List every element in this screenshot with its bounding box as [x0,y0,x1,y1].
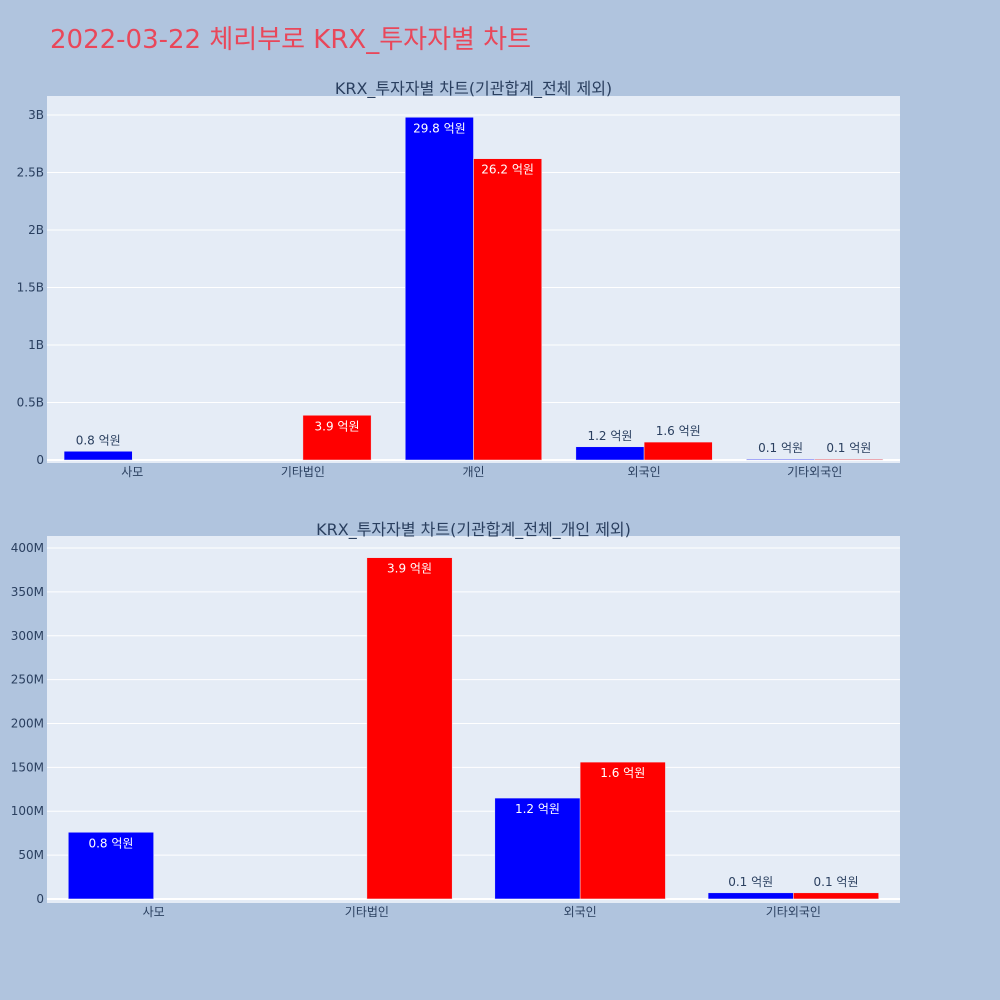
chart1-bar-series2-cat2 [302,415,372,461]
chart1-data-label: 0.1 억원 [826,441,871,455]
chart1-data-label: 1.2 억원 [587,429,632,443]
chart2-bar-series2-cat2 [366,557,453,900]
chart1-y-tick-label: 2.5B [17,165,44,179]
chart1-data-label: 29.8 억원 [413,121,466,135]
chart1-bar-series2-cat5 [814,458,884,461]
chart1-y-tick-label: 0.5B [17,396,44,410]
chart1-data-label: 26.2 억원 [481,163,534,177]
chart2-data-label: 3.9 억원 [387,562,432,576]
chart1-y-tick-label: 0 [36,453,44,467]
chart1-x-tick-label: 기타외국인 [787,465,842,479]
chart2-data-label: 1.6 억원 [600,766,645,780]
chart1-x-tick-label: 기타법인 [281,465,325,479]
chart2-x-tick-label: 사모 [143,905,165,919]
chart1-bar-series1-cat4 [575,446,645,461]
chart2-plot-area [47,536,900,903]
chart2-data-label: 0.8 억원 [88,836,133,850]
chart2-y-tick-label: 150M [11,760,44,774]
chart2-bar-series1-cat4 [707,892,794,900]
chart2-y-tick-label: 400M [11,541,44,555]
chart2-y-tick-label: 0 [36,892,44,906]
chart1-x-tick-label: 개인 [462,465,484,479]
chart1-bar-series2-cat3 [473,158,542,461]
chart1-bar-series1-cat3 [405,117,474,461]
chart1-data-label: 3.9 억원 [315,419,360,433]
chart2-y-tick-label: 300M [11,629,44,643]
chart2-x-tick-label: 기타법인 [345,905,389,919]
chart2-y-tick-label: 200M [11,716,44,730]
chart2-y-tick-label: 100M [11,804,44,818]
chart2-x-tick-label: 기타외국인 [766,905,821,919]
chart1-title: KRX_투자자별 차트(기관합계_전체 제외) [335,79,612,99]
chart1-bar-series1-cat5 [746,458,815,461]
chart2-y-tick-label: 50M [18,848,44,862]
chart1-x-tick-label: 외국인 [628,465,661,479]
chart1-bar-series1-cat1 [63,451,133,461]
chart2-data-label: 0.1 억원 [814,875,859,889]
chart1-data-label: 0.8 억원 [76,433,121,447]
chart1-data-label: 1.6 억원 [656,424,701,438]
chart1-x-tick-label: 사모 [121,465,143,479]
chart2-y-tick-label: 250M [11,673,44,687]
chart2-bar-series2-cat3 [579,761,666,900]
chart2-bar-series1-cat1 [68,832,154,900]
chart2-data-label: 1.2 억원 [515,802,560,816]
chart2-y-tick-label: 350M [11,585,44,599]
chart1-y-tick-label: 1.5B [17,280,44,294]
chart2-bar-series1-cat3 [494,797,581,900]
chart2-x-tick-label: 외국인 [564,905,597,919]
chart2-data-label: 0.1 억원 [728,875,773,889]
chart1-data-label: 0.1 억원 [758,441,803,455]
chart1-bar-series2-cat4 [643,441,713,461]
chart-2: 0 50M 100M 150M 200M 250M 300M 350M 400M KRX_투자자별… [11,520,900,919]
page-title: 2022-03-22 체리부로 KRX_투자자별 차트 [50,25,532,55]
chart1-y-tick-label: 2B [28,223,44,237]
chart-1: 0 0.5B 1B 1.5B 2B 2.5B 3B KRX_투자자별 차트(기관합계_전체 제… [17,79,900,479]
chart2-bar-series2-cat4 [793,892,879,900]
chart1-y-tick-label: 1B [28,338,44,352]
chart1-y-tick-label: 3B [28,108,44,122]
chart2-title: KRX_투자자별 차트(기관합계_전체_개인 제외) [316,520,631,540]
